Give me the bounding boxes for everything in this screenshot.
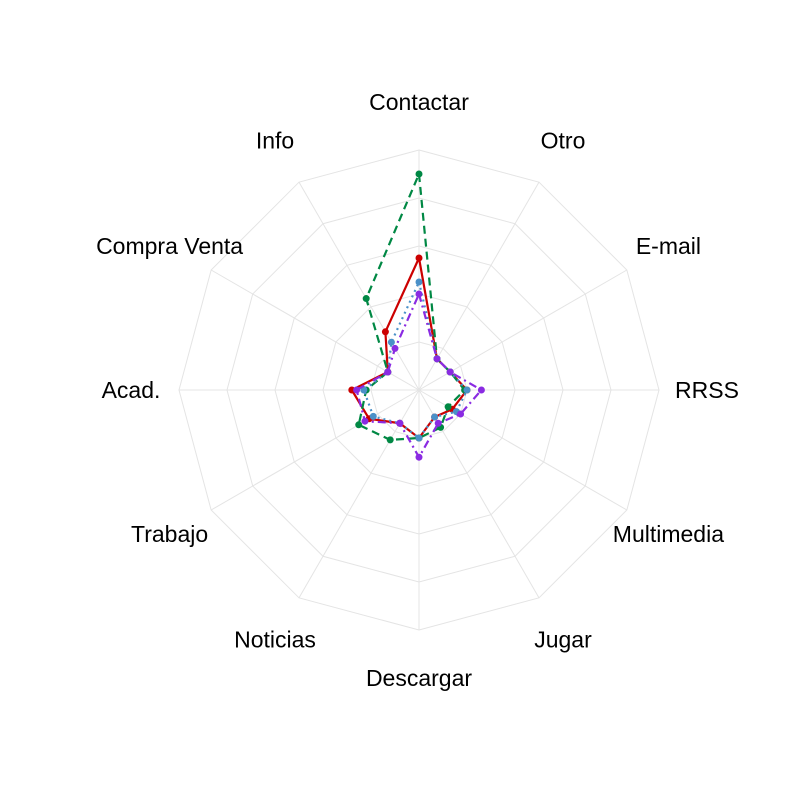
radar-axis-label: Otro xyxy=(541,128,586,154)
radar-axis-label: Jugar xyxy=(534,626,592,652)
radar-grid-ring xyxy=(178,149,660,631)
radar-point xyxy=(381,328,389,336)
radar-series xyxy=(348,170,485,461)
radar-point xyxy=(415,170,423,178)
radar-point xyxy=(477,386,485,394)
radar-grid-ring xyxy=(274,245,564,535)
radar-axis-label: Contactar xyxy=(369,89,469,115)
radar-point xyxy=(384,368,392,376)
radar-grid-ring xyxy=(322,293,516,487)
radar-spoke xyxy=(418,269,628,391)
radar-point xyxy=(434,419,442,427)
radar-point xyxy=(369,412,377,420)
radar-axis-label: Noticias xyxy=(234,626,316,652)
radar-point xyxy=(386,436,394,444)
radar-axis-label: E-mail xyxy=(636,233,701,259)
radar-point xyxy=(415,453,423,461)
radar-point xyxy=(348,386,356,394)
radar-series-4 xyxy=(353,290,485,461)
radar-point xyxy=(457,410,465,418)
radar-series-line xyxy=(357,172,466,441)
radar-series-line xyxy=(362,280,469,440)
radar-axis-labels: Contactar Otro E-mail RRSS Multimedia Jugar De… xyxy=(96,89,739,691)
radar-spoke xyxy=(210,389,420,511)
radar-point xyxy=(463,386,471,394)
radar-point xyxy=(415,290,423,298)
radar-axis-label: Compra Venta xyxy=(96,233,243,259)
radar-axis-label: Info xyxy=(256,128,294,154)
radar-axis-label: RRSS xyxy=(675,377,739,403)
radar-point xyxy=(444,403,452,411)
radar-point xyxy=(391,344,399,352)
radar-axis-label: Acad. xyxy=(102,377,161,403)
radar-point xyxy=(415,278,423,286)
radar-point xyxy=(415,434,423,442)
radar-point xyxy=(361,417,369,425)
radar-axis-label: Multimedia xyxy=(613,521,724,547)
radar-spoke xyxy=(210,269,420,391)
radar-point xyxy=(446,368,454,376)
radar-point xyxy=(431,413,439,421)
radar-point xyxy=(433,355,441,363)
radar-point xyxy=(387,338,395,346)
radar-spoke xyxy=(298,181,420,391)
radar-point xyxy=(355,421,363,429)
radar-spoke xyxy=(418,181,540,391)
radar-axis-label: Descargar xyxy=(366,665,472,691)
radar-point xyxy=(396,419,404,427)
radar-axis-label: Trabajo xyxy=(131,521,208,547)
radar-point xyxy=(415,254,423,262)
radar-point xyxy=(353,386,361,394)
radar-grid-ring xyxy=(226,197,612,583)
radar-grid xyxy=(178,149,660,631)
radar-point xyxy=(362,295,370,303)
radar-point xyxy=(360,386,368,394)
